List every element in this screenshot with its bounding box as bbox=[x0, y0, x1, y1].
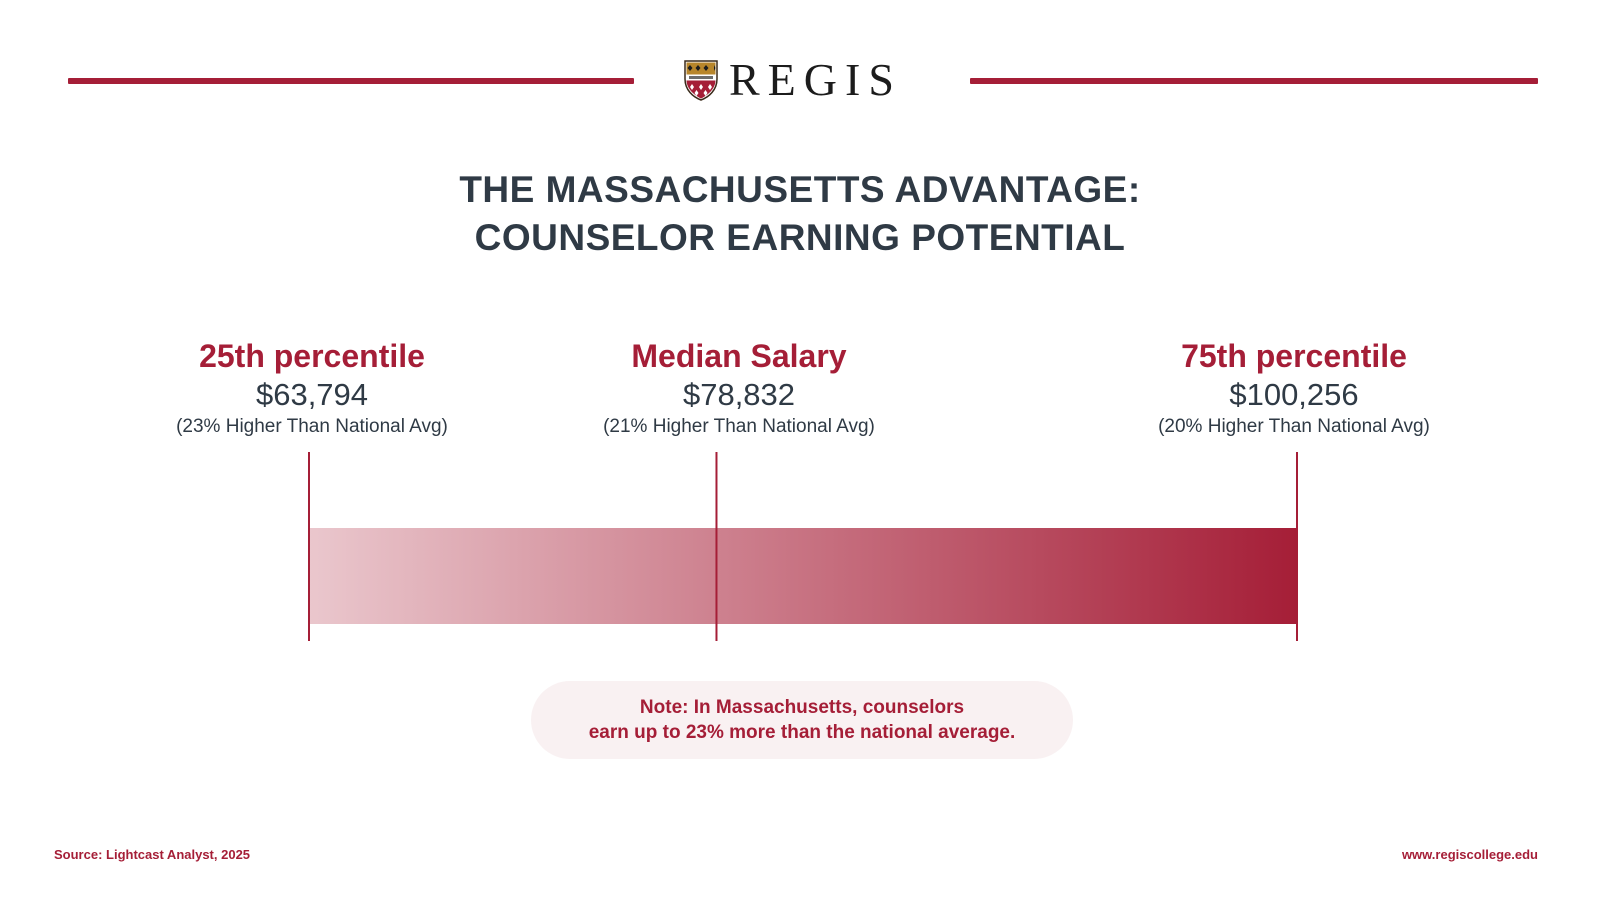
stat-value: $63,794 bbox=[255, 377, 369, 412]
stat-label: 75th percentile bbox=[1181, 338, 1407, 374]
title-line-2: COUNSELOR EARNING POTENTIAL bbox=[474, 217, 1126, 258]
title-line-1: THE MASSACHUSETTS ADVANTAGE: bbox=[459, 169, 1141, 210]
salary-range-bar bbox=[309, 528, 1297, 624]
stat-value: $78,832 bbox=[682, 377, 796, 412]
regis-shield-crest-icon bbox=[684, 60, 718, 101]
source-citation: Source: Lightcast Analyst, 2025 bbox=[54, 847, 251, 862]
note-line-1: Note: In Massachusetts, counselors bbox=[639, 697, 965, 718]
stat-median-salary: Median Salary $78,832 (21% Higher Than N… bbox=[519, 336, 959, 440]
stat-value: $100,256 bbox=[1229, 377, 1359, 412]
page-title: THE MASSACHUSETTS ADVANTAGE: COUNSELOR E… bbox=[0, 166, 1600, 262]
brand-wordmark: REGIS bbox=[729, 54, 902, 105]
stat-25th-percentile: 25th percentile $63,794 (23% Higher Than… bbox=[92, 336, 532, 440]
regis-logo: REGIS bbox=[683, 52, 902, 108]
stat-comparison: (21% Higher Than National Avg) bbox=[603, 416, 875, 437]
stat-comparison: (23% Higher Than National Avg) bbox=[176, 416, 448, 437]
stat-comparison: (20% Higher Than National Avg) bbox=[1158, 416, 1430, 437]
note-callout: Note: In Massachusetts, counselors earn … bbox=[531, 681, 1073, 759]
header-rule-left bbox=[68, 78, 634, 84]
header-rule-right bbox=[970, 78, 1538, 84]
stat-label: 25th percentile bbox=[199, 338, 425, 374]
stat-75th-percentile: 75th percentile $100,256 (20% Higher Tha… bbox=[1074, 336, 1514, 440]
stat-label: Median Salary bbox=[631, 338, 847, 374]
website-link[interactable]: www.regiscollege.edu bbox=[1401, 847, 1538, 862]
note-line-2: earn up to 23% more than the national av… bbox=[588, 722, 1016, 743]
